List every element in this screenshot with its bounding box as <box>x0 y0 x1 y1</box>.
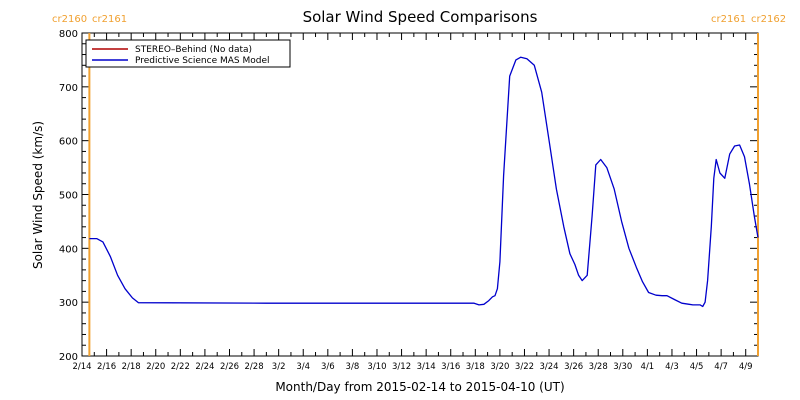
x-tick-label: 3/4 <box>296 362 310 372</box>
x-tick-label: 3/28 <box>589 362 608 372</box>
y-tick-label: 800 <box>59 29 78 40</box>
x-tick-label: 2/18 <box>122 362 141 372</box>
series-line-1 <box>89 56 759 308</box>
carrington-label-left-1: cr2160 <box>52 14 87 25</box>
chart-title: Solar Wind Speed Comparisons <box>303 8 538 26</box>
x-tick-label: 2/14 <box>72 362 91 372</box>
x-tick-label: 3/20 <box>490 362 509 372</box>
x-tick-label: 2/22 <box>171 362 190 372</box>
x-tick-label: 2/24 <box>195 362 214 372</box>
carrington-label-right-1: cr2161 <box>711 14 746 25</box>
y-tick-label: 500 <box>59 191 78 202</box>
x-tick-label: 3/22 <box>515 362 534 372</box>
y-tick-label: 400 <box>59 244 78 255</box>
y-tick-label: 700 <box>59 83 78 94</box>
carrington-label-left-2: cr2161 <box>92 14 127 25</box>
x-axis-title: Month/Day from 2015-02-14 to 2015-04-10 … <box>275 380 564 394</box>
x-tick-label: 3/24 <box>540 362 559 372</box>
legend-label-stereo: STEREO–Behind (No data) <box>135 45 252 55</box>
plot-area <box>81 32 759 357</box>
carrington-label-right-2: cr2162 <box>751 14 786 25</box>
y-axis: 200 300 400 500 600 700 800 <box>59 29 758 363</box>
plot-border <box>81 32 759 357</box>
x-tick-label: 3/26 <box>564 362 583 372</box>
x-tick-label: 3/12 <box>392 362 411 372</box>
x-tick-label: 3/18 <box>466 362 485 372</box>
legend-label-mas: Predictive Science MAS Model <box>135 56 270 66</box>
x-tick-label: 2/28 <box>245 362 264 372</box>
x-tick-label: 3/16 <box>441 362 460 372</box>
x-tick-label: 3/6 <box>321 362 335 372</box>
x-tick-label: 3/8 <box>346 362 360 372</box>
legend-box <box>85 39 291 68</box>
x-tick-label: 2/20 <box>146 362 165 372</box>
y-tick-label: 300 <box>59 298 78 309</box>
x-tick-label: 3/10 <box>367 362 386 372</box>
y-axis-title: Solar Wind Speed (km/s) <box>31 121 45 269</box>
y-tick-label: 600 <box>59 137 78 148</box>
series-layer <box>89 56 759 308</box>
x-tick-label: 4/7 <box>714 362 728 372</box>
x-tick-label: 4/9 <box>739 362 753 372</box>
x-tick-label: 4/1 <box>641 362 655 372</box>
legend: STEREO–Behind (No data) Predictive Scien… <box>85 39 291 68</box>
x-tick-label: 3/14 <box>417 362 436 372</box>
carrington-markers <box>88 33 759 356</box>
x-tick-label: 3/30 <box>613 362 632 372</box>
x-tick-label: 2/26 <box>220 362 239 372</box>
x-axis: 2/14 2/16 2/18 2/20 2/22 2/24 2/26 2/28 3/2 3/4 3/… <box>72 33 759 372</box>
y-tick-label: 200 <box>59 352 78 363</box>
x-tick-label: 3/2 <box>272 362 286 372</box>
x-tick-label: 4/3 <box>665 362 679 372</box>
x-tick-label: 4/5 <box>690 362 704 372</box>
x-tick-label: 2/16 <box>97 362 116 372</box>
